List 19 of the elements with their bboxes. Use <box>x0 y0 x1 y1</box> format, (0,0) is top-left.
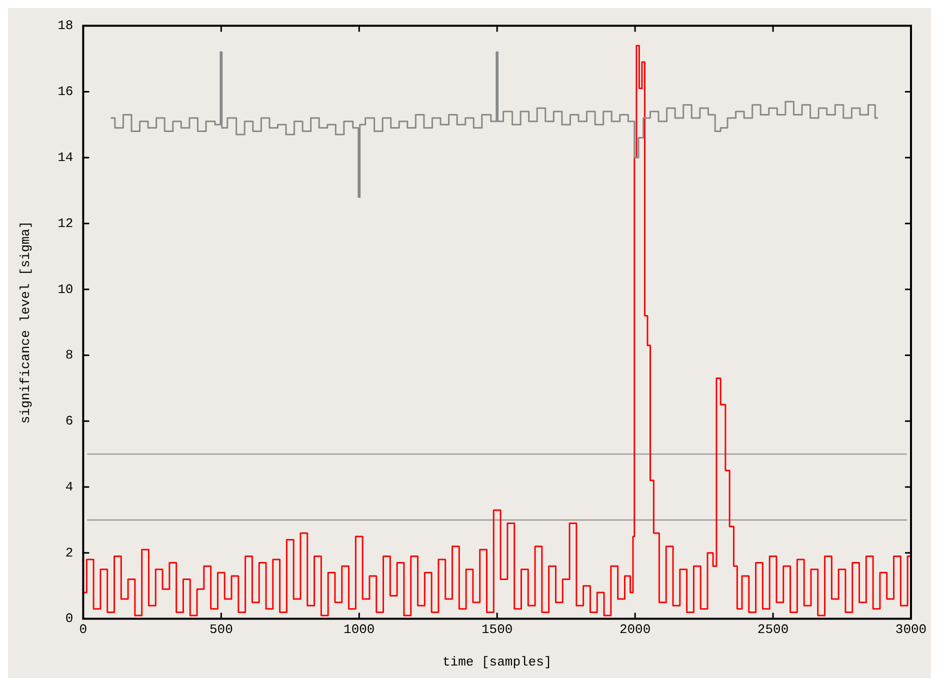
y-tick-label: 12 <box>58 216 74 231</box>
y-tick-label: 0 <box>65 611 74 626</box>
x-tick-label: 1000 <box>344 622 375 638</box>
y-tick-label: 18 <box>58 18 74 34</box>
x-tick-label: 0 <box>79 622 88 638</box>
x-tick-label: 2000 <box>619 622 651 638</box>
y-tick-label: 4 <box>65 479 74 494</box>
y-tick-label: 2 <box>65 545 74 560</box>
y-tick-label: 8 <box>65 348 74 363</box>
y-tick-label: 14 <box>58 150 74 166</box>
x-axis-title: time [samples] <box>442 654 552 670</box>
y-tick-label: 6 <box>65 414 74 429</box>
x-tick-label: 500 <box>209 622 233 638</box>
y-tick-label: 10 <box>58 282 74 297</box>
x-tick-label: 1500 <box>481 622 513 638</box>
y-tick-label: 16 <box>58 84 74 100</box>
y-axis-title: significance level [sigma] <box>18 220 34 424</box>
x-tick-label: 2500 <box>757 622 789 638</box>
x-tick-label: 3000 <box>895 622 927 638</box>
